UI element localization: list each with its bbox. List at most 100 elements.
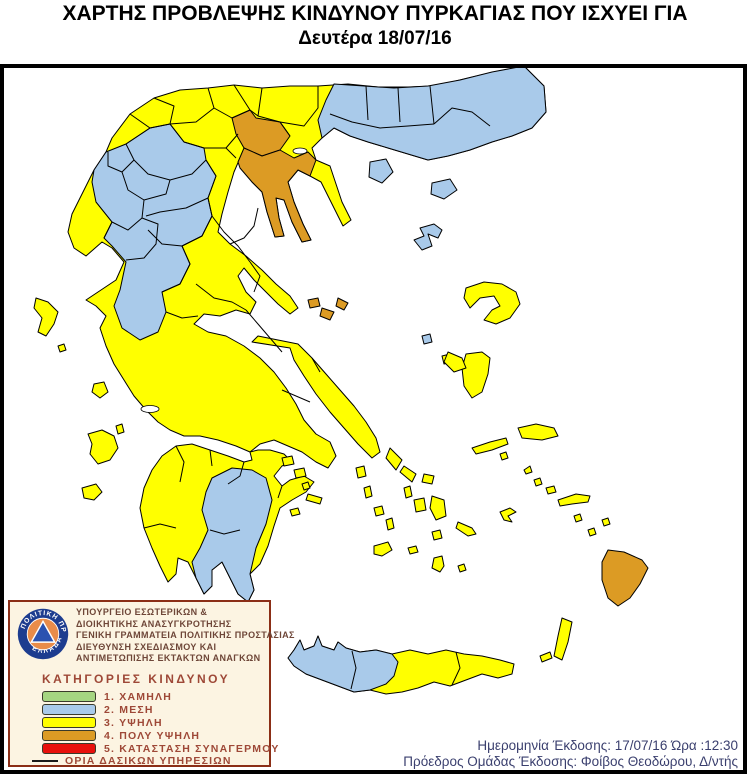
- legend-item-label: 5. ΚΑΤΑΣΤΑΣΗ ΣΥΝΑΓΕΡΜΟΥ: [104, 742, 280, 755]
- legend-item-label: 4. ΠΟΛΥ ΥΨΗΛΗ: [104, 729, 201, 742]
- region-sifnos: [385, 517, 395, 531]
- region-kasos: [539, 651, 553, 663]
- prefecture-boundary: [365, 85, 369, 121]
- legend-swatch-alarm: [42, 743, 96, 754]
- prefecture-boundary: [169, 123, 205, 149]
- region-serifos: [373, 505, 385, 517]
- region-patmos: [523, 465, 533, 475]
- region-ikaria: [471, 437, 509, 455]
- region-ithaki: [115, 423, 125, 435]
- legend-item-label: 1. ΧΑΜΗΛΗ: [104, 690, 172, 703]
- region-kea: [355, 465, 367, 479]
- prefecture-boundary: [149, 123, 171, 129]
- prefecture-boundary: [429, 85, 435, 125]
- region-alonissos: [335, 297, 349, 311]
- region-thessaloniki-area: [231, 109, 291, 157]
- region-corfu: [33, 297, 59, 337]
- prefecture-boundary: [350, 650, 357, 690]
- lake-trichonida: [140, 405, 160, 413]
- region-syros: [403, 485, 413, 499]
- prefecture-boundary: [169, 87, 215, 125]
- prefecture-boundary: [227, 461, 245, 485]
- ministry-text: ΥΠΟΥΡΓΕΙΟ ΕΣΩΤΕΡΙΚΩΝ & ΔΙΟΙΚΗΤΙΚΗΣ ΑΝΑΣΥΓ…: [76, 607, 295, 665]
- prefecture-boundary: [245, 309, 283, 353]
- region-kalymnos: [545, 485, 557, 495]
- region-chios: [461, 351, 491, 399]
- ministry-line: ΑΝΤΙΜΕΤΩΠΙΣΗΣ ΕΚΤΑΚΤΩΝ ΑΝΑΓΚΩΝ: [76, 653, 261, 663]
- prefecture-boundary: [153, 97, 175, 125]
- map-title: ΧΑΡΤΗΣ ΠΡΟΒΛΕΨΗΣ ΚΙΝΔΥΝΟΥ ΠΥΡΚΑΓΙΑΣ ΠΟΥ …: [62, 2, 688, 25]
- region-amorgos: [455, 521, 477, 537]
- prefecture-boundary: [433, 107, 491, 127]
- region-ios: [431, 529, 443, 541]
- prefecture-boundary: [175, 445, 185, 483]
- prefecture-boundary: [249, 261, 261, 293]
- region-santorini: [431, 555, 445, 573]
- region-aegina: [293, 467, 307, 479]
- region-naxos: [429, 495, 447, 521]
- boundaries-label: ΟΡΙΑ ΔΑΣΙΚΩΝ ΥΠΗΡΕΣΙΩΝ: [65, 755, 232, 767]
- region-paxoi: [57, 343, 67, 353]
- legend-swatch-very_high: [42, 730, 96, 741]
- region-kos: [557, 493, 591, 507]
- region-skiathos: [307, 297, 321, 309]
- legend-box: ΠΟΛΙΤΙΚΗ ΠΡΟΣΤΑΣΙΑ ΕΛΛΑΔΑ ΥΠΟΥΡΓΕΙΟ ΕΣΩΤ…: [8, 600, 294, 767]
- prefecture-boundary: [209, 529, 241, 535]
- region-hydra: [305, 493, 323, 505]
- legend-header: ΠΟΛΙΤΙΚΗ ΠΡΟΣΤΑΣΙΑ ΕΛΛΑΔΑ ΥΠΟΥΡΓΕΙΟ ΕΣΩΤ…: [16, 607, 295, 665]
- legend-item: 3. ΥΨΗΛΗ: [42, 716, 280, 729]
- prefecture-boundary: [121, 159, 135, 173]
- region-samothraki: [430, 178, 458, 200]
- ministry-line: ΓΕΝΙΚΗ ΓΡΑΜΜΑΤΕΙΑ ΠΟΛΙΤΙΚΗΣ ΠΡΟΣΤΑΣΙΑΣ: [76, 630, 295, 640]
- boundary-line-swatch: [32, 760, 58, 762]
- region-arcadia-laconia-blue: [191, 467, 273, 603]
- region-thasos: [368, 158, 394, 184]
- region-symi: [601, 517, 611, 527]
- prefecture-boundary: [165, 311, 199, 319]
- prefecture-boundary: [329, 113, 435, 129]
- region-paros: [413, 497, 427, 513]
- region-lefkada: [91, 381, 109, 399]
- region-leros: [533, 477, 543, 487]
- region-spetses: [289, 507, 301, 517]
- legend-item: 4. ΠΟΛΥ ΥΨΗΛΗ: [42, 729, 280, 742]
- ministry-line: ΔΙΕΥΘΥΝΣΗ ΣΧΕΔΙΑΣΜΟΥ ΚΑΙ: [76, 641, 217, 652]
- region-anafi: [457, 563, 467, 573]
- prefecture-boundary: [145, 197, 209, 217]
- legend-item: 1. ΧΑΜΗΛΗ: [42, 690, 280, 703]
- prefecture-boundary: [111, 199, 145, 231]
- region-poros: [301, 481, 311, 491]
- region-kythnos: [363, 485, 373, 499]
- legend-items: 1. ΧΑΜΗΛΗ 2. ΜΕΣΗ 3. ΥΨΗΛΗ 4. ΠΟΛΥ ΥΨΗΛΗ 5. …: [42, 690, 280, 755]
- prefecture-boundary: [277, 485, 283, 499]
- region-mykonos: [421, 473, 435, 485]
- region-andros: [385, 447, 403, 471]
- legend-categories-heading: ΚΑΤΗΓΟΡΙΕΣ ΚΙΝΔΥΝΟΥ: [42, 672, 231, 686]
- civil-protection-logo-icon: ΠΟΛΙΤΙΚΗ ΠΡΟΣΤΑΣΙΑ ΕΛΛΑΔΑ: [16, 607, 69, 660]
- issue-info: Ημερομηνία Έκδοσης: 17/07/16 Ώρα :12:30 …: [403, 738, 738, 770]
- prefecture-boundary: [143, 179, 171, 201]
- region-skopelos: [319, 307, 335, 321]
- prefecture-boundary: [311, 357, 321, 373]
- region-zakynthos: [81, 483, 103, 501]
- region-salamina: [281, 455, 295, 467]
- region-milos: [373, 541, 393, 557]
- region-crete-west-blue: [287, 635, 399, 693]
- prefecture-boundary: [211, 215, 251, 263]
- lake-volvi: [292, 147, 308, 155]
- region-euboea: [251, 335, 381, 459]
- region-fourni: [499, 451, 509, 461]
- region-folegandros: [407, 545, 419, 555]
- region-lesbos: [463, 281, 521, 325]
- prefecture-boundary: [125, 217, 159, 261]
- prefecture-boundary: [205, 159, 217, 217]
- region-nisyros: [573, 513, 583, 523]
- prefecture-boundary: [125, 143, 207, 181]
- region-samos: [517, 423, 559, 441]
- region-rhodes: [601, 549, 649, 607]
- region-tilos: [587, 527, 597, 537]
- prefecture-boundary: [143, 523, 177, 529]
- legend-swatch-high: [42, 717, 96, 728]
- legend-item: 5. ΚΑΤΑΣΤΑΣΗ ΣΥΝΑΓΕΡΜΟΥ: [42, 742, 280, 755]
- legend-item: 2. ΜΕΣΗ: [42, 703, 280, 716]
